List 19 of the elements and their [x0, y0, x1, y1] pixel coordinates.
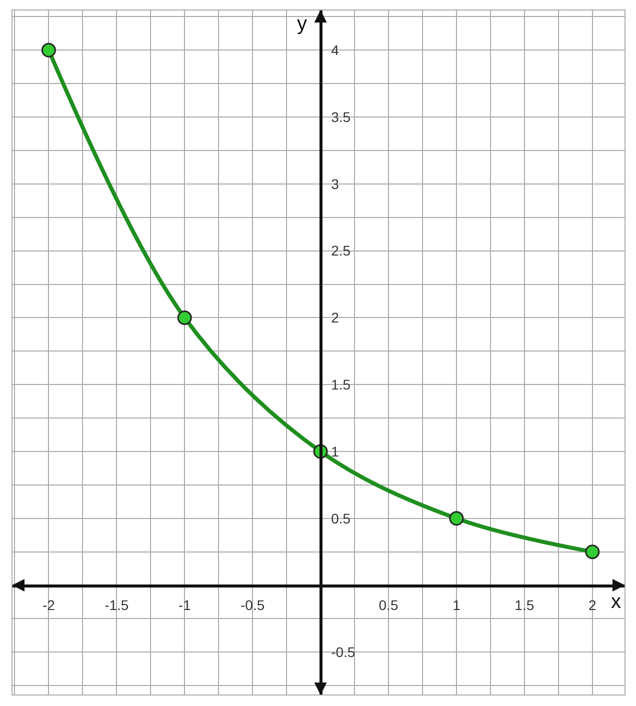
x-tick-label: -1 [178, 596, 192, 613]
y-tick-label: 0.5 [331, 510, 351, 526]
y-tick-label: 1.5 [331, 376, 351, 393]
x-axis-title: x [611, 591, 621, 613]
y-axis-title: y [297, 13, 307, 35]
y-tick-label: 4 [331, 42, 340, 58]
x-tick-label: 1 [452, 596, 461, 613]
x-tick-label: 0.5 [378, 596, 398, 613]
y-tick-label: 2.5 [331, 242, 351, 259]
y-tick-label: 3 [331, 176, 340, 192]
y-tick-label: -0.5 [331, 644, 356, 660]
y-tick-label: 1 [331, 443, 340, 460]
y-tick-label: 3.5 [331, 108, 351, 125]
x-tick-label: -0.5 [240, 596, 265, 613]
y-tick-label: 2 [331, 310, 340, 326]
x-tick-label: 2 [588, 596, 596, 613]
x-tick-label: -2 [42, 596, 56, 613]
x-tick-label: -1.5 [104, 596, 129, 613]
x-tick-label: 1.5 [514, 596, 534, 613]
